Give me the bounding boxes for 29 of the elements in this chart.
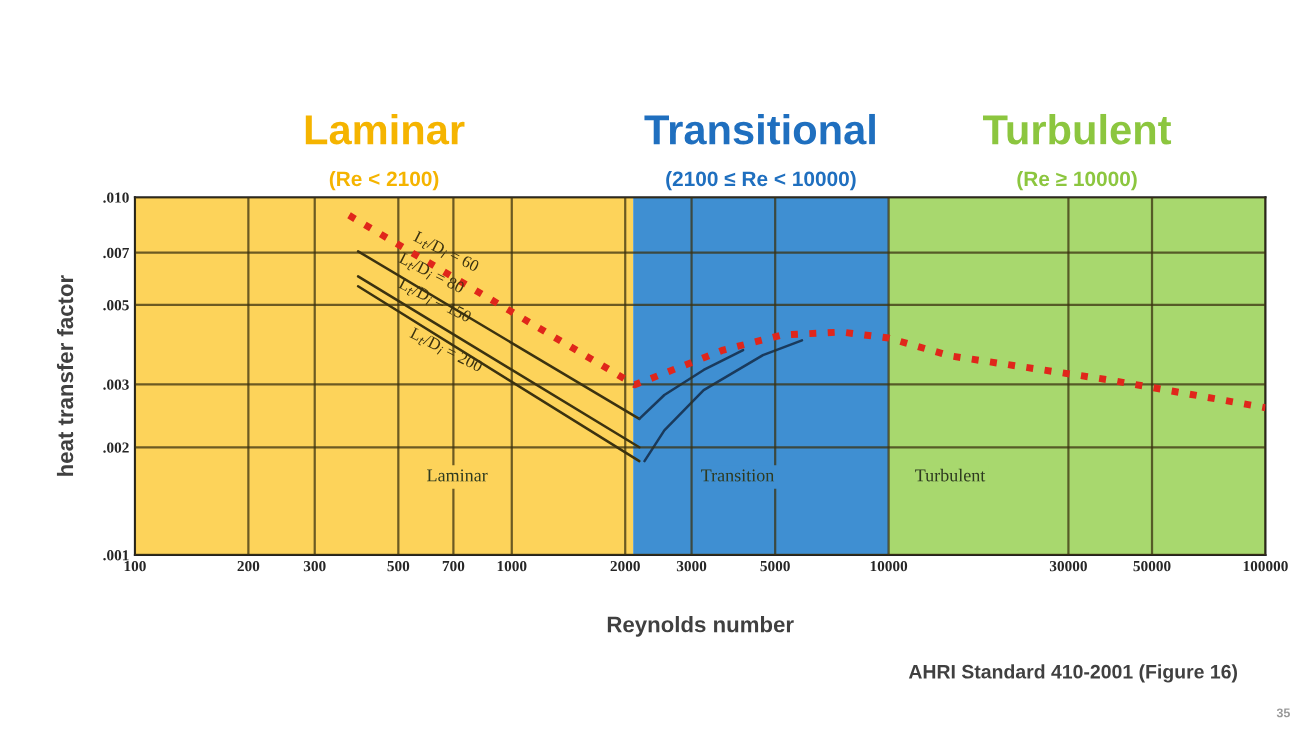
y-tick-label: .003 (103, 379, 129, 390)
y-tick-label: .007 (103, 247, 129, 259)
x-tick-label: 500 (387, 560, 410, 572)
x-tick-label: 2000 (610, 560, 640, 572)
text: 35 (1276, 708, 1290, 718)
band-label: Turbulent (Re ≥ 10000) (983, 113, 1172, 191)
band-label: Laminar (Re < 2100) (305, 113, 465, 191)
y-tick-label: .001 (103, 550, 129, 561)
x-tick-label: 1000 (497, 560, 527, 572)
y-tick-label: .005 (103, 300, 129, 311)
x-tick-label: 100000 (1243, 560, 1288, 572)
x-tick-label: 300 (303, 560, 326, 572)
y-axis-title: heat transfer factor (56, 275, 74, 476)
x-tick-label: 10000 (870, 560, 908, 572)
x-tick-label: 200 (237, 560, 260, 572)
x-tick-label: 5000 (760, 560, 790, 572)
y-tick-label: .010 (103, 192, 129, 203)
annotation: Laminar (427, 469, 488, 482)
annotation: Turbulent (915, 468, 986, 482)
x-tick-label: 100 (124, 560, 146, 572)
text: AHRI Standard 410-2001 (Figure 16) (908, 664, 1237, 683)
x-tick-label: 700 (442, 560, 465, 572)
x-axis-title: Reynolds number (607, 616, 794, 637)
x-tick-label: 50000 (1133, 560, 1171, 572)
annotation: Transition (701, 469, 775, 482)
x-tick-label: 3000 (676, 560, 707, 572)
y-tick-label: .002 (103, 442, 129, 453)
x-tick-label: 30000 (1049, 560, 1087, 572)
band-label: Transitional (2100 ≤ Re < 10000) (644, 113, 875, 191)
